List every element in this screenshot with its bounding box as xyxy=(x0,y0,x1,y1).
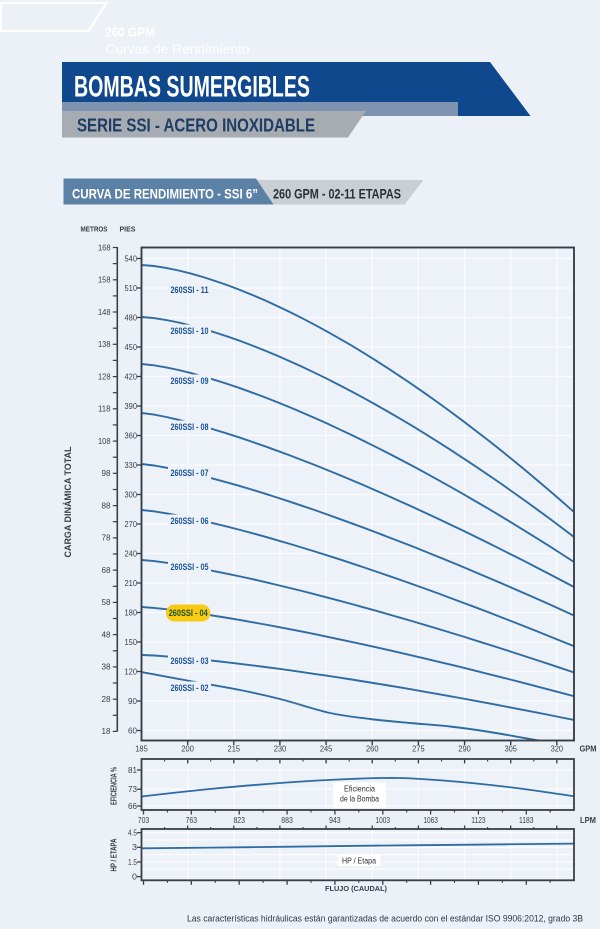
svg-text:480: 480 xyxy=(125,313,138,322)
svg-text:1.5: 1.5 xyxy=(128,858,137,867)
svg-text:260SSI - 10: 260SSI - 10 xyxy=(171,326,209,336)
svg-text:Eficiencia: Eficiencia xyxy=(344,785,376,794)
svg-text:420: 420 xyxy=(125,372,138,381)
svg-text:883: 883 xyxy=(281,816,293,825)
svg-text:270: 270 xyxy=(125,520,138,529)
svg-text:PIES: PIES xyxy=(120,225,136,234)
svg-text:73: 73 xyxy=(128,785,137,794)
svg-text:1003: 1003 xyxy=(376,816,391,825)
svg-text:240: 240 xyxy=(125,549,138,558)
svg-text:200: 200 xyxy=(181,745,194,754)
svg-text:330: 330 xyxy=(125,461,138,470)
svg-text:360: 360 xyxy=(125,431,138,440)
svg-text:138: 138 xyxy=(98,340,111,349)
svg-text:Curvas de Rendimiento: Curvas de Rendimiento xyxy=(106,43,250,57)
svg-text:540: 540 xyxy=(125,254,138,263)
svg-text:LPM: LPM xyxy=(580,815,596,825)
svg-text:823: 823 xyxy=(233,816,245,825)
svg-text:210: 210 xyxy=(125,579,138,588)
svg-text:763: 763 xyxy=(186,816,198,825)
svg-text:290: 290 xyxy=(458,745,471,754)
svg-text:0: 0 xyxy=(132,872,137,881)
svg-text:260SSI - 05: 260SSI - 05 xyxy=(171,562,209,572)
svg-text:300: 300 xyxy=(125,490,138,499)
svg-text:3: 3 xyxy=(132,843,137,852)
svg-text:66: 66 xyxy=(128,802,137,811)
svg-text:260SSI - 08: 260SSI - 08 xyxy=(171,422,209,432)
svg-text:260 GPM: 260 GPM xyxy=(105,26,155,40)
svg-text:305: 305 xyxy=(504,745,517,754)
svg-text:215: 215 xyxy=(228,745,241,754)
svg-text:510: 510 xyxy=(125,284,138,293)
svg-text:HP / ETAPA: HP / ETAPA xyxy=(110,838,119,871)
svg-text:58: 58 xyxy=(102,598,111,607)
svg-text:118: 118 xyxy=(98,405,111,414)
svg-text:260: 260 xyxy=(366,745,379,754)
svg-text:90: 90 xyxy=(128,697,137,706)
svg-text:4.5: 4.5 xyxy=(128,828,137,837)
svg-text:1063: 1063 xyxy=(423,816,438,825)
svg-text:245: 245 xyxy=(320,745,333,754)
svg-text:68: 68 xyxy=(102,566,111,575)
svg-text:703: 703 xyxy=(138,816,150,825)
svg-text:GPM: GPM xyxy=(580,744,597,754)
svg-text:de la Bomba: de la Bomba xyxy=(340,795,380,804)
svg-text:450: 450 xyxy=(125,343,138,352)
svg-text:CURVA DE RENDIMIENTO - SSI 6”: CURVA DE RENDIMIENTO - SSI 6” xyxy=(72,187,258,202)
svg-text:48: 48 xyxy=(102,630,111,639)
svg-text:METROS: METROS xyxy=(81,225,108,234)
svg-text:185: 185 xyxy=(135,745,148,754)
svg-text:BOMBAS SUMERGIBLES: BOMBAS SUMERGIBLES xyxy=(74,71,310,104)
svg-text:FLUJO (CAUDAL): FLUJO (CAUDAL) xyxy=(325,884,388,893)
svg-text:260 GPM - 02-11 ETAPAS: 260 GPM - 02-11 ETAPAS xyxy=(273,187,401,202)
svg-text:168: 168 xyxy=(98,243,111,252)
svg-text:260SSI - 06: 260SSI - 06 xyxy=(171,516,209,526)
svg-text:260SSI - 02: 260SSI - 02 xyxy=(171,683,209,693)
svg-text:38: 38 xyxy=(102,663,111,672)
svg-text:HP / Etapa: HP / Etapa xyxy=(342,856,377,865)
svg-text:CARGA DINÁMICA TOTAL: CARGA DINÁMICA TOTAL xyxy=(62,446,73,557)
svg-text:1183: 1183 xyxy=(519,816,534,825)
svg-text:320: 320 xyxy=(551,745,564,754)
svg-text:275: 275 xyxy=(412,745,425,754)
svg-text:98: 98 xyxy=(102,469,111,478)
svg-text:SERIE SSI - ACERO INOXIDABLE: SERIE SSI - ACERO INOXIDABLE xyxy=(77,115,315,136)
svg-text:150: 150 xyxy=(125,638,138,647)
svg-text:148: 148 xyxy=(98,308,111,317)
svg-text:128: 128 xyxy=(98,372,111,381)
svg-text:108: 108 xyxy=(98,437,111,446)
svg-text:Las características hidráulica: Las características hidráulicas están ga… xyxy=(187,914,583,925)
svg-text:78: 78 xyxy=(102,534,111,543)
svg-text:230: 230 xyxy=(274,745,287,754)
svg-text:260SSI - 09: 260SSI - 09 xyxy=(171,376,209,386)
svg-text:1123: 1123 xyxy=(471,816,486,825)
svg-text:60: 60 xyxy=(128,726,137,735)
svg-text:88: 88 xyxy=(102,501,111,510)
svg-text:81: 81 xyxy=(128,766,137,775)
svg-text:158: 158 xyxy=(98,276,111,285)
svg-text:120: 120 xyxy=(125,667,138,676)
svg-text:390: 390 xyxy=(125,402,138,411)
svg-text:260SSI - 04: 260SSI - 04 xyxy=(169,608,209,618)
svg-text:180: 180 xyxy=(125,608,138,617)
svg-text:260SSI - 03: 260SSI - 03 xyxy=(171,656,209,666)
svg-text:28: 28 xyxy=(102,695,111,704)
svg-text:260SSI - 11: 260SSI - 11 xyxy=(171,285,209,295)
svg-text:260SSI - 07: 260SSI - 07 xyxy=(171,468,209,478)
svg-text:EFICIENCIA %: EFICIENCIA % xyxy=(110,767,119,805)
svg-text:18: 18 xyxy=(102,727,111,736)
svg-text:943: 943 xyxy=(329,816,341,825)
